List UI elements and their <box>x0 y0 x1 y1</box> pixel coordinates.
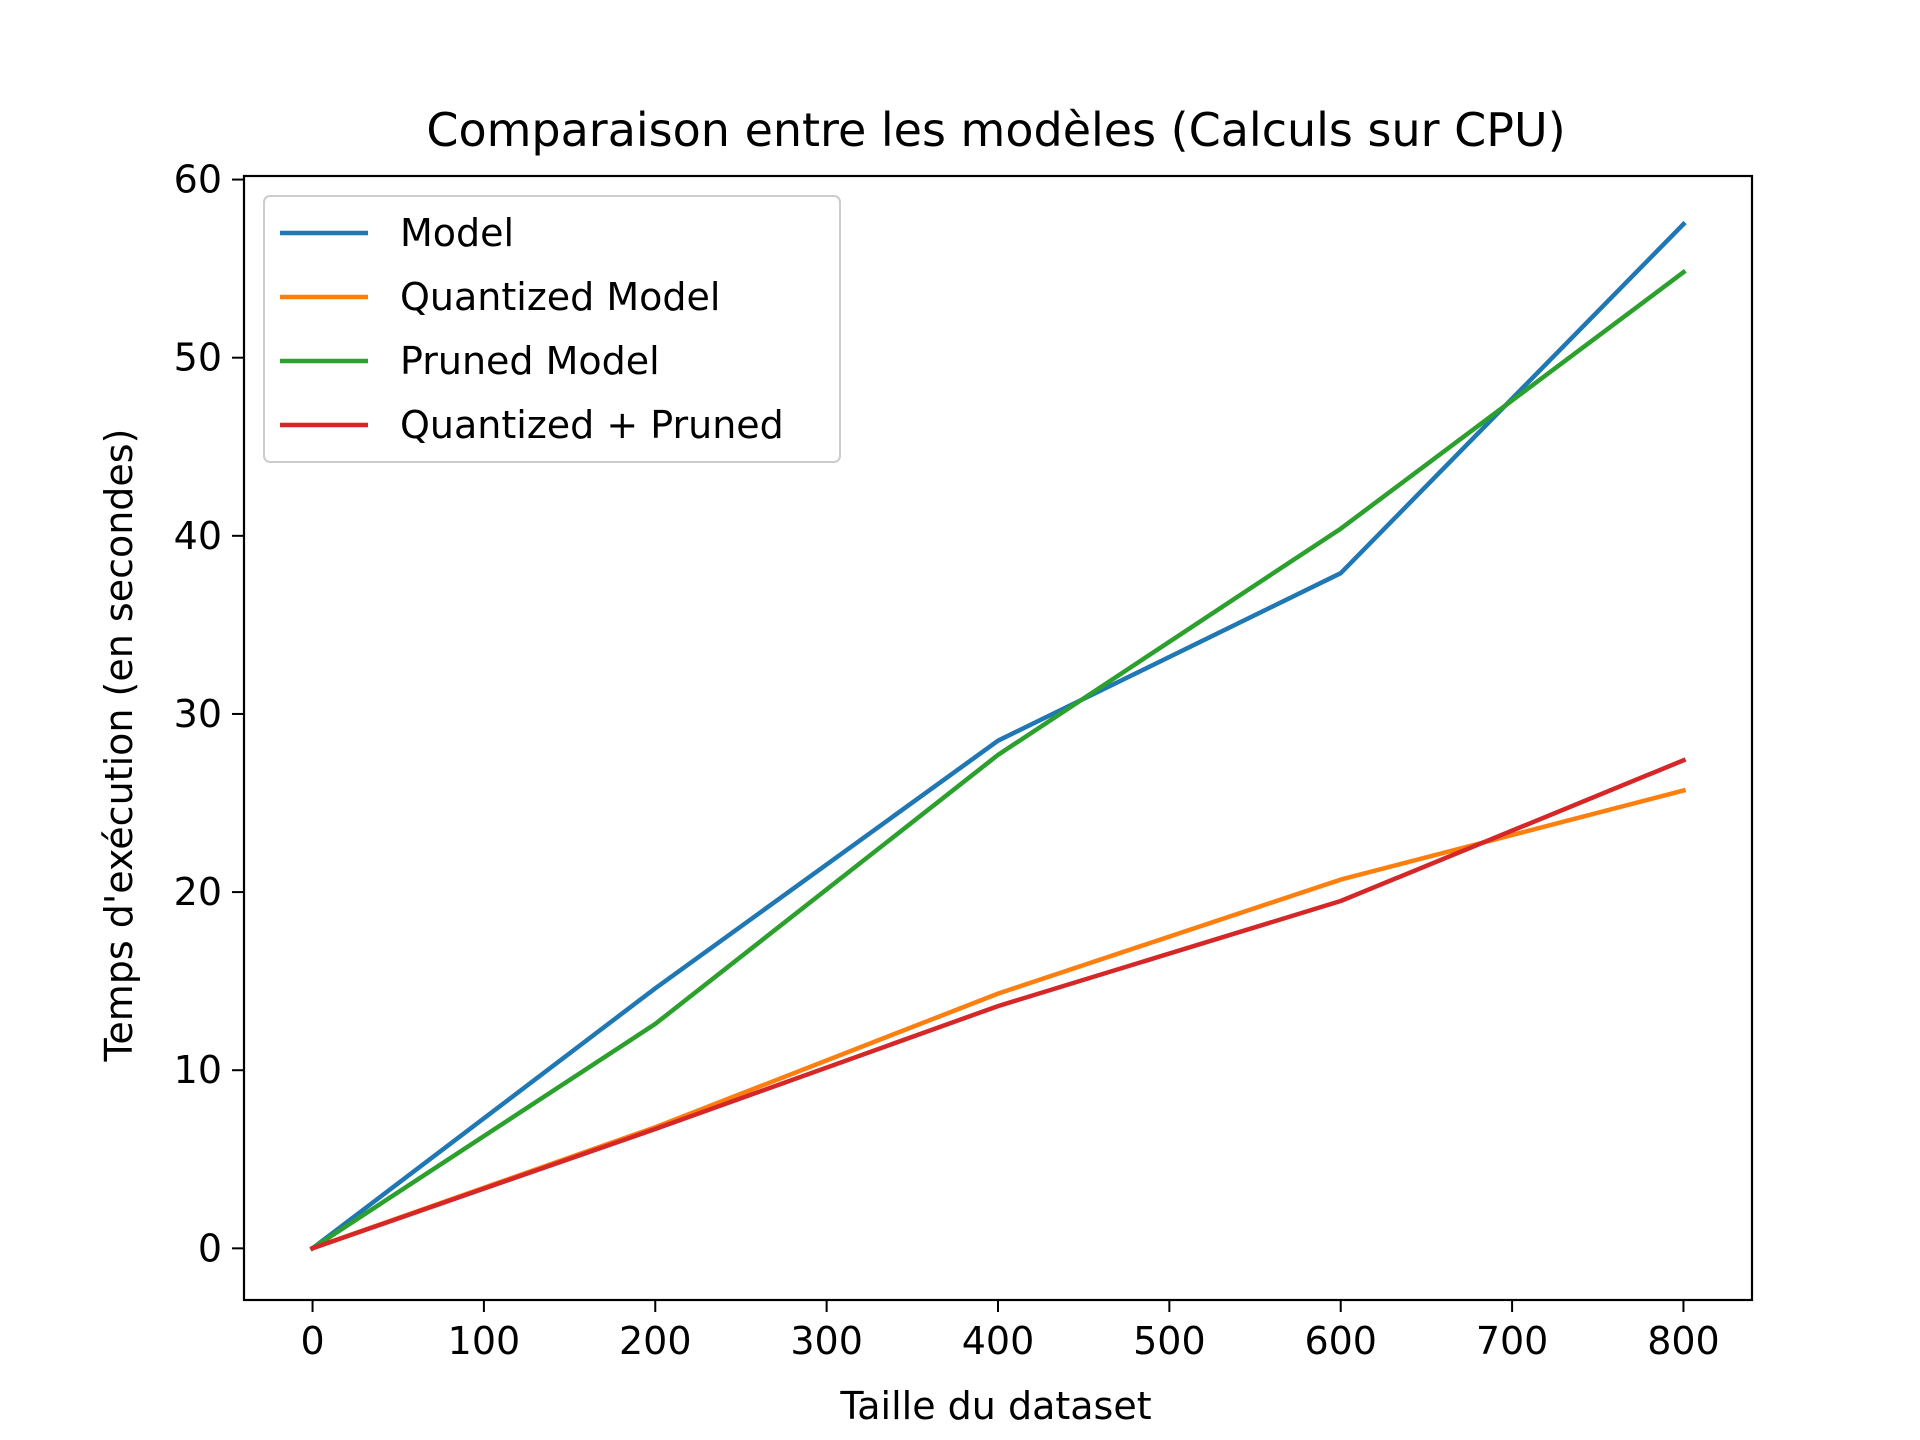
legend-label-quantized-model: Quantized Model <box>400 275 720 319</box>
series-line-quantized-pruned <box>309 757 1687 1252</box>
y-tick-label-0: 0 <box>198 1226 222 1270</box>
legend-label-quantized-pruned: Quantized + Pruned <box>400 403 784 447</box>
y-axis-label: Temps d'exécution (en secondes) <box>97 429 141 1063</box>
chart-title: Comparaison entre les modèles (Calculs s… <box>426 103 1565 157</box>
x-tick-label-300: 300 <box>790 1319 863 1363</box>
x-tick-label-500: 500 <box>1133 1319 1206 1363</box>
plot-area: 0 100 200 300 400 500 600 700 800 0 10 20 30 40 50 60 Mo… <box>174 158 1754 1363</box>
x-tick-label-0: 0 <box>300 1319 324 1363</box>
y-tick-label-40: 40 <box>174 514 222 558</box>
y-tick-label-10: 10 <box>174 1048 222 1092</box>
x-tick-label-400: 400 <box>962 1319 1035 1363</box>
x-tick-label-600: 600 <box>1304 1319 1377 1363</box>
x-tick-label-700: 700 <box>1476 1319 1549 1363</box>
x-tick-label-800: 800 <box>1647 1319 1720 1363</box>
legend-label-pruned-model: Pruned Model <box>400 339 660 383</box>
legend: Model Quantized Model Pruned Model Quantize… <box>263 195 841 463</box>
series-line-pruned-model <box>309 269 1687 1252</box>
y-tick-label-60: 60 <box>174 158 222 202</box>
x-tick-label-200: 200 <box>619 1319 692 1363</box>
y-tick-label-30: 30 <box>174 692 222 736</box>
x-tick-label-100: 100 <box>448 1319 521 1363</box>
legend-label-model: Model <box>400 211 514 255</box>
x-axis-label: Taille du dataset <box>839 1384 1151 1428</box>
legend-box <box>263 195 841 463</box>
y-tick-label-50: 50 <box>174 336 222 380</box>
series-line-model <box>309 220 1687 1252</box>
y-tick-label-20: 20 <box>174 870 222 914</box>
